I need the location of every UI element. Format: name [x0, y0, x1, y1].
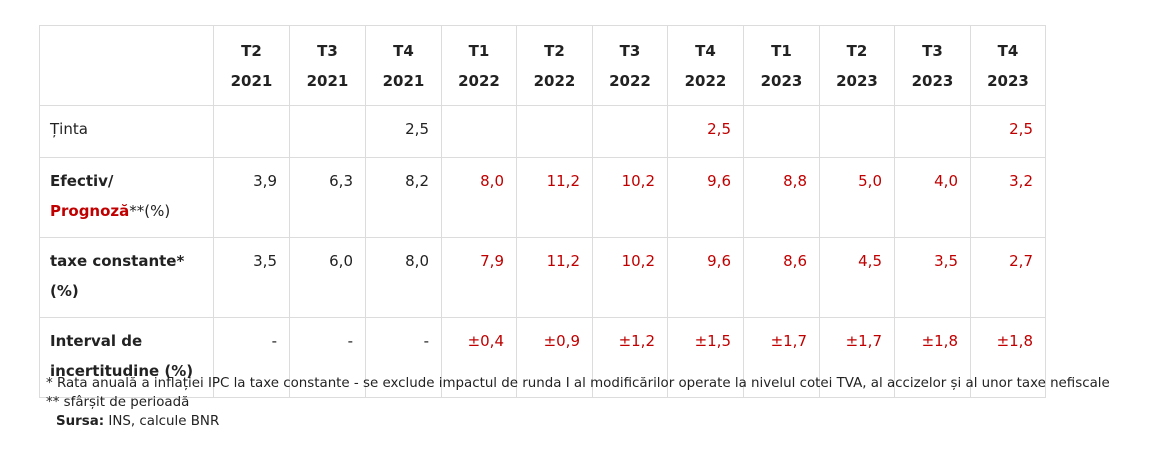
table-cell: 2,7: [970, 237, 1046, 318]
table-cell: 9,6: [667, 157, 744, 238]
table-cell: 8,2: [365, 157, 442, 238]
table-cell: ±1,7: [743, 317, 820, 398]
table-cell: ±1,8: [970, 317, 1046, 398]
forecast-label: Prognoză: [50, 202, 130, 220]
row-label: Ținta: [39, 105, 214, 158]
table-cell: -: [213, 317, 290, 398]
row-label: taxe constante* (%): [39, 237, 214, 318]
table-cell: 2,5: [667, 105, 744, 158]
row-label-suffix: **(%): [129, 202, 171, 220]
row-label-text: incertitudine (%): [50, 362, 194, 380]
table-cell: 8,8: [743, 157, 820, 238]
col-header: T4 2021: [365, 25, 442, 106]
row-label-line: Efectiv/: [50, 172, 114, 190]
table-cell: 4,0: [894, 157, 971, 238]
table-cell: ±1,2: [592, 317, 668, 398]
col-header: T2 2022: [516, 25, 593, 106]
table-cell: 2,5: [970, 105, 1046, 158]
table-cell: ±0,4: [441, 317, 517, 398]
table-cell: 4,5: [819, 237, 895, 318]
row-label-line: Interval de: [50, 332, 143, 350]
inflation-table: T2 2021 T3 2021 T4 2021 T1 2022 T2 2022 T3 202…: [39, 25, 1046, 398]
table-cell: [516, 105, 593, 158]
table-cell: 3,2: [970, 157, 1046, 238]
col-header: T4 2023: [970, 25, 1046, 106]
table-cell: ±1,5: [667, 317, 744, 398]
source-text: INS, calcule BNR: [104, 414, 220, 429]
table-cell: ±1,7: [819, 317, 895, 398]
table-cell: 10,2: [592, 157, 668, 238]
footnote-tax: * Rata anuală a inflației IPC la taxe co…: [46, 376, 1110, 391]
table-cell: 11,2: [516, 237, 593, 318]
table-cell: 9,6: [667, 237, 744, 318]
table-row-taxe: taxe constante* (%) 3,5 6,0 8,0 7,9 11,2 10,2 9,…: [39, 237, 1046, 318]
footnote-period: ** sfârșit de perioadă: [46, 395, 190, 410]
table-cell: 10,2: [592, 237, 668, 318]
table-row-interval: Interval de incertitudine (%) - - - ±0,4 ±0,9 ±…: [39, 317, 1046, 398]
row-label-line: Prognoză**(%): [50, 196, 203, 226]
table-cell: [743, 105, 820, 158]
table-cell: 11,2: [516, 157, 593, 238]
table-cell: 6,3: [289, 157, 366, 238]
col-header: T4 2022: [667, 25, 744, 106]
row-label-line: (%): [50, 276, 203, 306]
row-label: Efectiv/Prognoză**(%): [39, 157, 214, 238]
row-label-text: (%): [50, 282, 79, 300]
table-cell: ±1,8: [894, 317, 971, 398]
col-header: T2 2021: [213, 25, 290, 106]
table-cell: [213, 105, 290, 158]
col-header: T3 2022: [592, 25, 668, 106]
row-label: Interval de incertitudine (%): [39, 317, 214, 398]
table-cell: 8,0: [441, 157, 517, 238]
table-cell: 8,0: [365, 237, 442, 318]
footnotes: * Rata anuală a inflației IPC la taxe co…: [46, 374, 1110, 431]
col-header: T3 2023: [894, 25, 971, 106]
table-cell: 3,5: [213, 237, 290, 318]
table-cell: [441, 105, 517, 158]
header-empty-cell: [39, 25, 214, 106]
table-cell: 5,0: [819, 157, 895, 238]
row-label-line: taxe constante*: [50, 252, 185, 270]
col-header: T2 2023: [819, 25, 895, 106]
col-header: T1 2022: [441, 25, 517, 106]
table-cell: ±0,9: [516, 317, 593, 398]
table-cell: [289, 105, 366, 158]
header-row: T2 2021 T3 2021 T4 2021 T1 2022 T2 2022 T3 202…: [39, 25, 1046, 106]
table-row-tinta: Ținta 2,5 2,5 2,5: [39, 105, 1046, 158]
source-label: Sursa:: [56, 414, 105, 429]
table-cell: 3,5: [894, 237, 971, 318]
table-cell: 8,6: [743, 237, 820, 318]
table-cell: 2,5: [365, 105, 442, 158]
source-line: Sursa: INS, calcule BNR: [46, 412, 1110, 431]
col-header: T3 2021: [289, 25, 366, 106]
table-cell: 6,0: [289, 237, 366, 318]
row-label-line: Ținta: [50, 120, 88, 138]
table-cell: [894, 105, 971, 158]
table-cell: 7,9: [441, 237, 517, 318]
table-cell: [592, 105, 668, 158]
row-label-line: incertitudine (%): [50, 356, 203, 386]
table-cell: 3,9: [213, 157, 290, 238]
table-cell: [819, 105, 895, 158]
table-row-efectiv: Efectiv/Prognoză**(%) 3,9 6,3 8,2 8,0 11,2 10,…: [39, 157, 1046, 238]
col-header: T1 2023: [743, 25, 820, 106]
